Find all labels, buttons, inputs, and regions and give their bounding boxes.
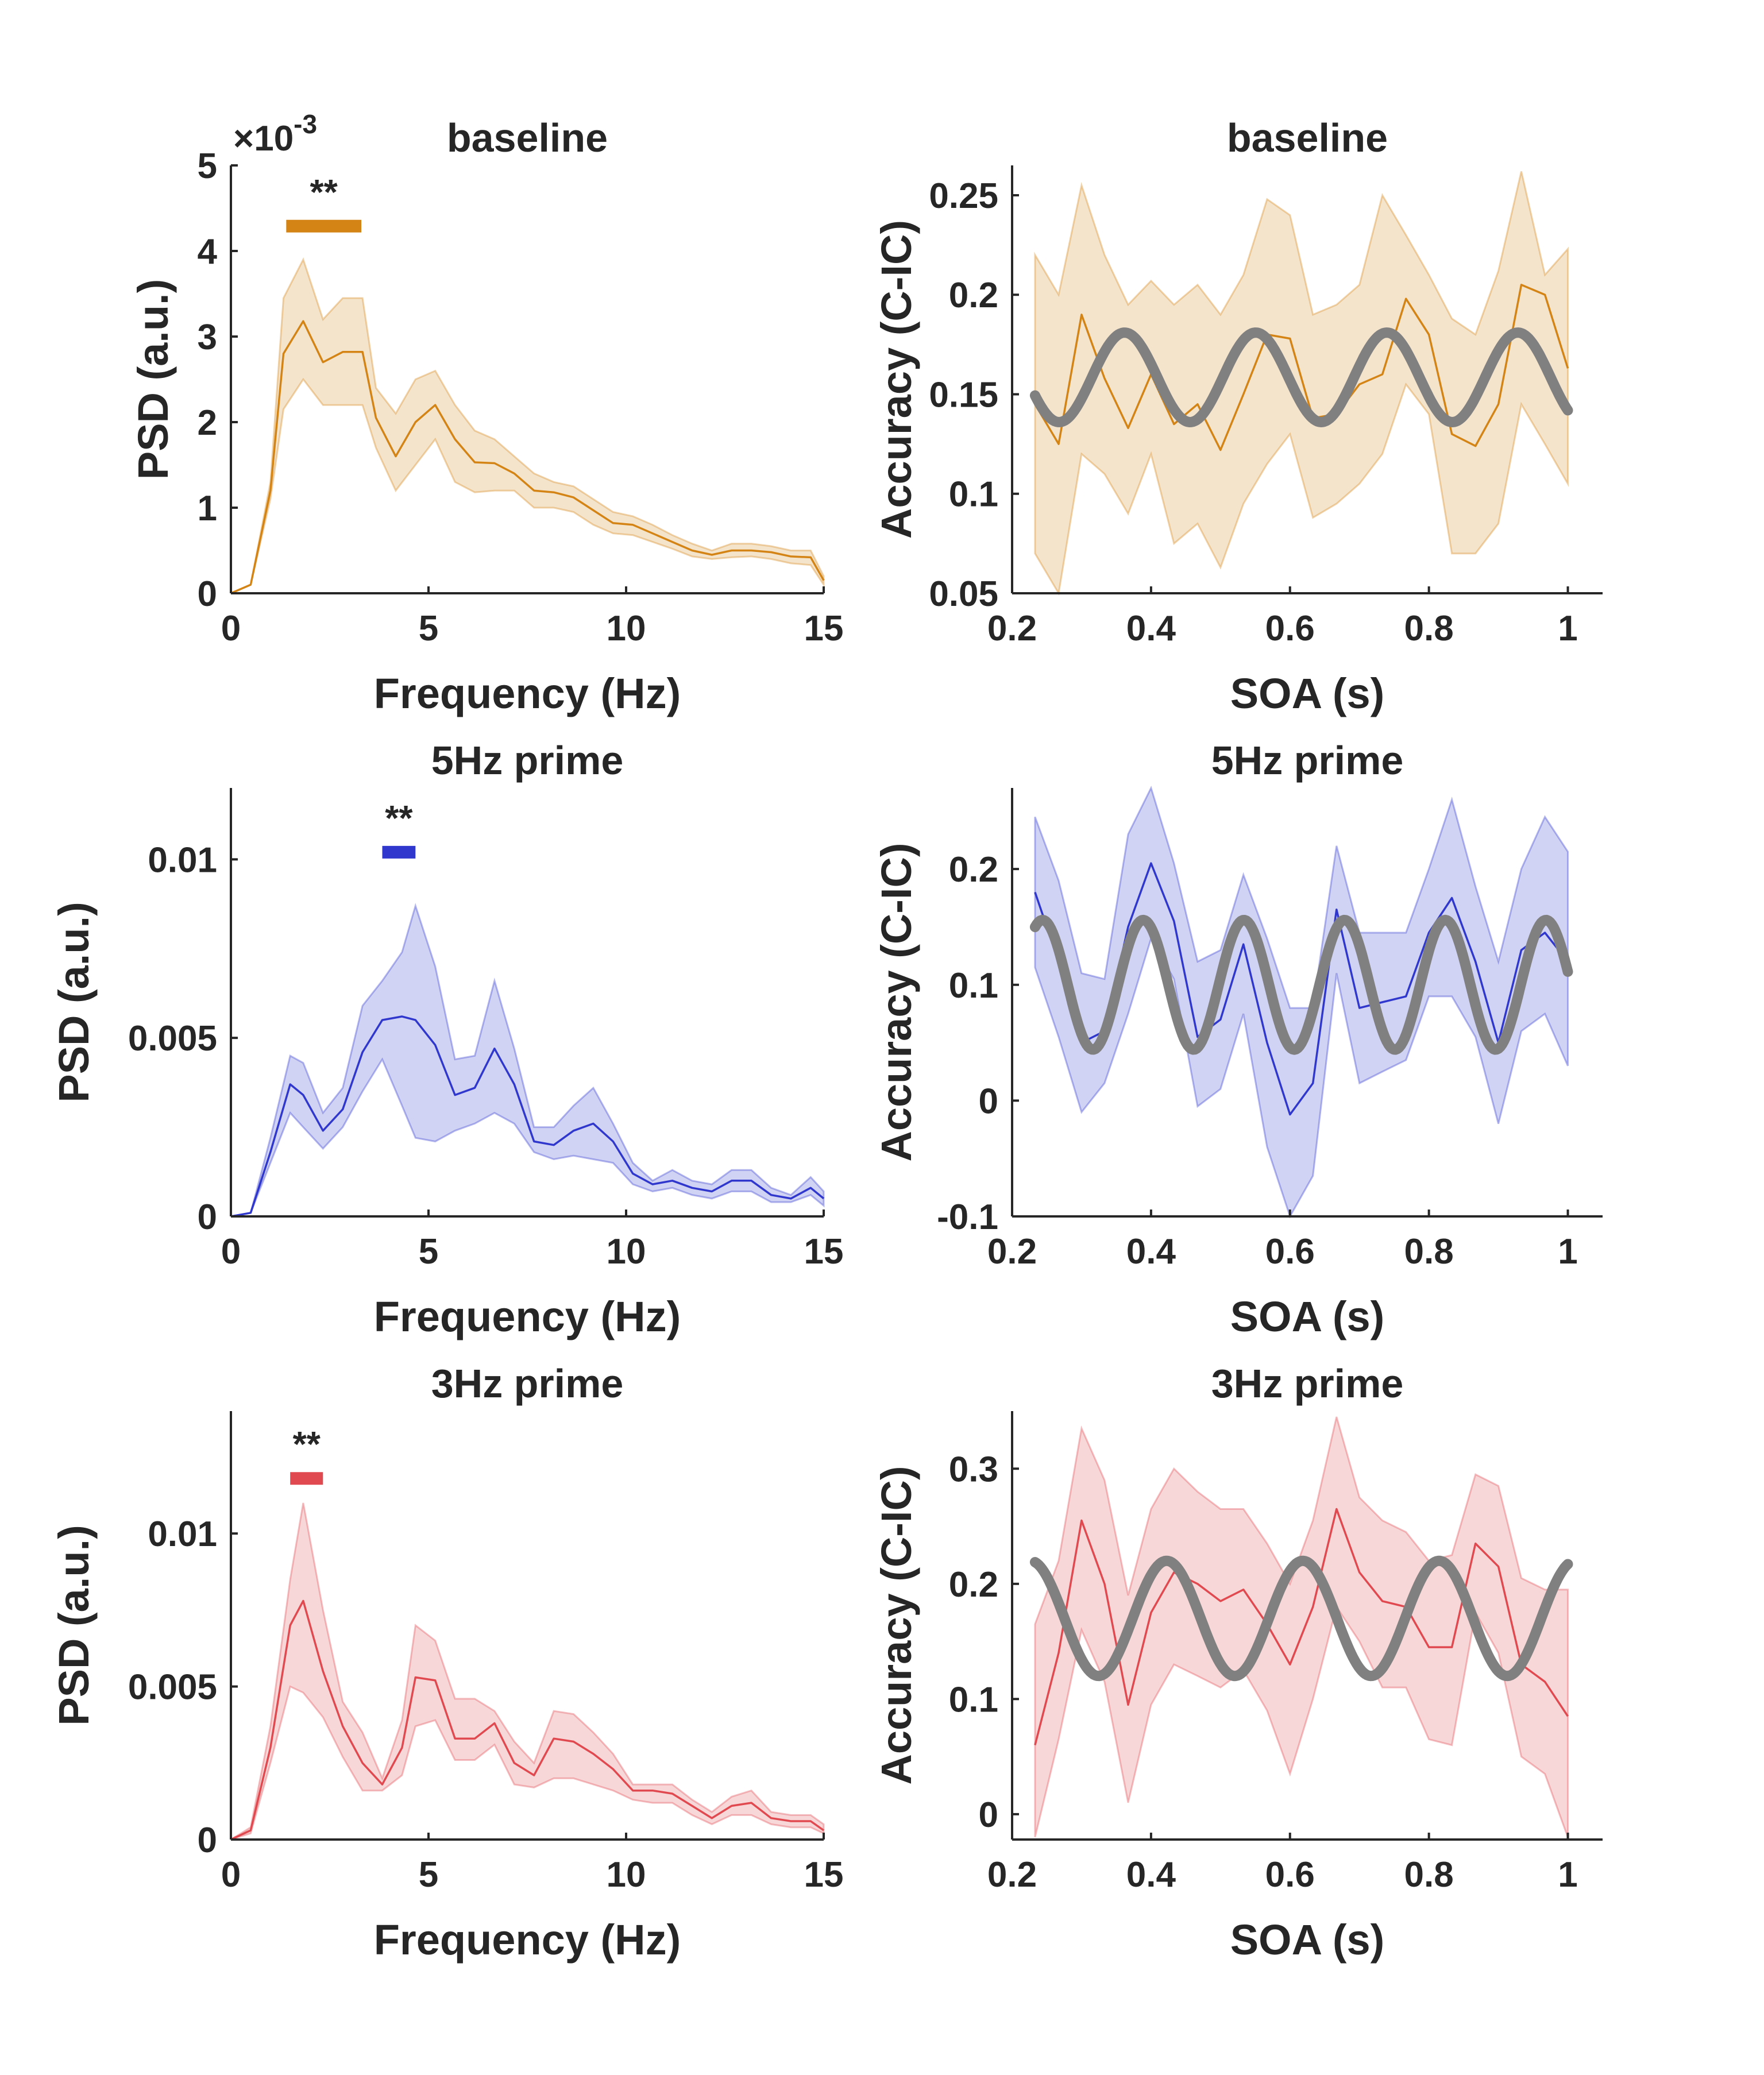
y-tick-label: 0.01 [148, 1514, 217, 1554]
y-tick-label: 0.25 [929, 176, 998, 216]
y-tick-label: 5 [198, 146, 217, 186]
y-axis-label: PSD (a.u.) [50, 902, 98, 1102]
chart-title: 5Hz prime [1211, 738, 1404, 783]
panel-psd-5hz: ** 0 5 10 15 0 0.005 0.01 5Hz prime Frequency (Hz… [50, 738, 843, 1340]
x-tick-label: 0.6 [1265, 1232, 1315, 1272]
y-tick-label: 0.05 [929, 574, 998, 614]
y-tick-label: 0.1 [949, 966, 998, 1006]
x-tick-label: 5 [419, 1232, 438, 1272]
x-tick-label: 0.4 [1126, 1232, 1176, 1272]
x-tick-label: 0 [221, 1855, 241, 1895]
x-tick-label: 0.8 [1404, 1232, 1454, 1272]
x-tick-label: 0.2 [987, 1232, 1037, 1272]
x-tick-label: 5 [419, 609, 438, 648]
panel-acc-3hz: 0.2 0.4 0.6 0.8 1 0 0.1 0.2 0.3 3Hz prime SOA (s) A… [873, 1361, 1603, 1964]
sine-fit-line [1029, 914, 1573, 1055]
x-tick-label: 0.8 [1404, 1855, 1454, 1895]
y-tick-label: 0.2 [949, 1565, 998, 1605]
mean-line [1034, 284, 1569, 451]
y-tick-label: 4 [198, 232, 218, 272]
y-tick-label: 0.2 [949, 276, 998, 315]
mean-line [230, 1015, 825, 1218]
y-tick-label: 1 [198, 489, 217, 528]
panel-psd-3hz: ** 0 5 10 15 0 0.005 0.01 3Hz prime Frequency (Hz… [50, 1361, 843, 1964]
y-tick-label: -0.1 [937, 1197, 998, 1237]
x-tick-label: 1 [1558, 1855, 1577, 1895]
axis-exponent-power: -3 [294, 109, 317, 139]
x-tick-label: 15 [804, 1232, 844, 1272]
chart-title: 3Hz prime [1211, 1361, 1404, 1406]
sine-fit-line [1029, 1555, 1573, 1682]
mean-line [1034, 1508, 1569, 1746]
x-tick-label: 0.2 [987, 609, 1037, 648]
x-axis-label: Frequency (Hz) [374, 670, 681, 717]
x-tick-label: 10 [607, 1855, 646, 1895]
significance-stars: ** [385, 799, 413, 838]
y-tick-label: 0.1 [949, 1680, 998, 1719]
chart-title: 3Hz prime [431, 1361, 624, 1406]
x-tick-label: 0.8 [1404, 609, 1454, 648]
y-tick-label: 3 [198, 318, 217, 357]
confidence-band [1034, 785, 1569, 1219]
y-tick-label: 0.15 [929, 375, 998, 415]
chart-title: 5Hz prime [431, 738, 624, 783]
y-axis-label: PSD (a.u.) [129, 279, 177, 480]
y-tick-label: 0.3 [949, 1450, 998, 1489]
x-tick-label: 0.2 [987, 1855, 1037, 1895]
x-tick-label: 15 [804, 1855, 844, 1895]
y-tick-label: 0 [198, 1821, 217, 1860]
x-tick-label: 10 [607, 1232, 646, 1272]
x-tick-label: 1 [1558, 1232, 1577, 1272]
sine-fit-line [1029, 327, 1573, 427]
x-tick-label: 0 [221, 1232, 241, 1272]
x-axis-label: SOA (s) [1230, 1293, 1385, 1340]
axis-exponent-base: ×10 [233, 119, 294, 159]
y-tick-label: 0.005 [128, 1668, 217, 1707]
y-tick-label: 0 [979, 1795, 998, 1835]
x-tick-label: 0.4 [1126, 1855, 1176, 1895]
significance-stars: ** [293, 1425, 321, 1465]
panel-acc-baseline: 0.2 0.4 0.6 0.8 1 0.05 0.1 0.15 0.2 0.25 baseline S… [873, 115, 1603, 717]
axis-exponent: ×10-3 [233, 109, 317, 159]
x-axis-label: Frequency (Hz) [374, 1293, 681, 1340]
y-tick-label: 0 [198, 574, 217, 614]
chart-title: baseline [447, 115, 608, 160]
y-axis-label: PSD (a.u.) [50, 1525, 98, 1725]
x-tick-label: 0.6 [1265, 609, 1315, 648]
y-tick-label: 0.1 [949, 475, 998, 515]
mean-line [230, 1599, 825, 1841]
y-axis-label: Accuracy (C-IC) [873, 1466, 920, 1784]
y-tick-label: 2 [198, 403, 217, 443]
chart-title: baseline [1227, 115, 1388, 160]
y-axis-label: Accuracy (C-IC) [873, 220, 920, 539]
y-tick-label: 0.005 [128, 1019, 217, 1058]
x-axis-label: SOA (s) [1230, 1916, 1385, 1964]
panel-psd-baseline: ** 0 5 10 15 0 1 2 3 4 5 baseline Frequency (Hz) PSD … [129, 109, 843, 717]
y-tick-label: 0 [198, 1197, 217, 1237]
y-tick-label: 0.01 [148, 840, 217, 880]
y-tick-label: 0.2 [949, 850, 998, 890]
x-tick-label: 5 [419, 1855, 438, 1895]
x-tick-label: 0.6 [1265, 1855, 1315, 1895]
mean-line [230, 320, 825, 594]
x-tick-label: 0.4 [1126, 609, 1176, 648]
x-tick-label: 0 [221, 609, 241, 648]
significance-stars: ** [310, 173, 338, 212]
x-tick-label: 10 [607, 609, 646, 648]
y-tick-label: 0 [979, 1081, 998, 1121]
panel-acc-5hz: 0.2 0.4 0.6 0.8 1 -0.1 0 0.1 0.2 5Hz prime SOA (s)… [873, 738, 1603, 1340]
x-tick-label: 1 [1558, 609, 1577, 648]
x-tick-label: 15 [804, 609, 844, 648]
y-axis-label: Accuracy (C-IC) [873, 843, 920, 1161]
confidence-band [1034, 171, 1569, 596]
confidence-band [230, 257, 825, 594]
x-axis-label: SOA (s) [1230, 670, 1385, 717]
x-axis-label: Frequency (Hz) [374, 1916, 681, 1964]
